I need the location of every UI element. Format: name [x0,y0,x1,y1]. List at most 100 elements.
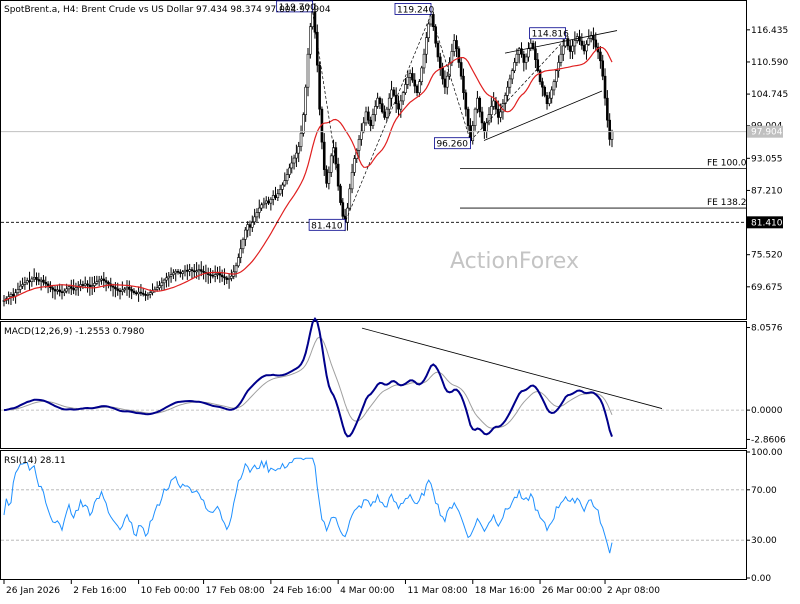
price-bar-body [181,271,184,274]
price-bar-body [517,48,521,55]
price-bar-body [230,275,233,279]
price-bar-body [278,189,282,195]
time-axis-label: 2 Feb 16:00 [73,586,127,596]
price-bar-body [74,287,78,291]
price-bar-body [174,270,178,274]
price-bar-body [192,270,196,273]
price-bar-body [165,277,168,281]
price-bar-body [536,59,540,71]
rsi-axis-label: 70.00 [751,486,777,496]
price-bar-body [571,45,574,52]
price-bar-body [515,53,519,63]
price-bar-body [496,108,500,118]
price-bar-body [302,114,305,134]
price-bar-body [39,279,43,282]
price-bar-body [51,287,55,290]
price-bar-body [411,73,414,81]
macd-layer [1,317,746,438]
price-bar-body [392,89,396,96]
price-bar-body [438,56,442,69]
price-bar-body [327,172,331,184]
price-bar-body [11,294,15,297]
price-bar-body [432,14,435,28]
price-bar-body [608,119,611,140]
price-bar-body [385,108,389,118]
price-bar-body [336,163,340,187]
price-bar-body [369,119,372,126]
price-bar-body [65,288,68,292]
price-bar-body [93,283,96,286]
price-bar-body [415,85,419,93]
price-bar-body [25,280,29,284]
macd-header: MACD(12,26,9) -1.2553 0.7980 [4,327,145,337]
macd-panel-frame [0,321,747,449]
price-bar-body [216,273,219,275]
price-bar-body [443,78,447,88]
price-bar-body [72,288,75,291]
price-bar-body [339,185,342,203]
price-bar-body [100,278,103,281]
price-axis-highlight-box [747,125,783,138]
price-bar-body [269,198,273,204]
price-bar-body [341,202,345,217]
channel-lower-trendline [483,90,603,141]
price-bar-body [118,290,122,292]
price-bar-body [418,81,421,93]
price-bar-body [566,38,570,47]
price-bar-body [281,184,284,190]
price-bar-body [473,108,477,126]
price-bar-body [260,204,263,209]
price-bar-body [457,48,461,63]
fe-level-label: FE 100.0 [707,159,747,169]
price-bar-body [35,277,38,280]
price-bar-body [239,248,243,258]
price-bar-body [202,270,205,273]
price-bar-body [274,195,277,198]
price-bar-body [167,275,171,279]
price-bar-body [325,169,328,184]
price-bar-body [199,269,203,272]
price-bar-body [538,70,542,82]
price-bar-body [559,53,563,63]
price-bar-body [132,290,136,294]
price-bar-body [550,89,553,99]
price-axis-label: 87.210 [751,186,783,196]
price-bar-body [480,111,484,124]
price-bar-body [190,269,194,272]
price-bar-body [459,62,463,77]
time-axis-label: 11 Mar 08:00 [407,586,467,596]
macd-axis-label: -2.8606 [751,435,786,445]
macd-axis-label: 0.0000 [751,406,783,416]
price-bar-body [211,274,215,277]
price-bar-body [557,62,560,71]
price-bar-body [329,155,333,173]
price-bar-body [69,286,73,289]
time-axis-label: 2 Apr 08:00 [607,586,660,596]
price-bar-body [552,81,556,91]
price-bar-body [448,62,451,77]
price-bar-body [179,272,182,274]
price-bar-body [292,157,296,164]
price-bar-body [104,280,108,283]
price-bar-body [508,78,512,88]
price-bar-body [262,202,266,206]
rsi-line [3,457,613,554]
price-bar-body [83,283,87,286]
price-bar-body [23,282,27,285]
watermark: ActionForex [450,249,579,274]
time-axis-label: 24 Feb 16:00 [273,586,332,596]
price-bar-body [53,289,57,292]
price-axis-label: 75.520 [751,251,783,261]
price-bar-body [427,23,430,39]
price-bar-body [568,45,572,52]
price-bar-body [244,229,247,240]
price-axis-label: 69.675 [751,283,783,293]
price-bar-body [283,180,287,186]
rsi-axis-label: 100.00 [751,448,783,458]
price-bar-body [601,60,605,77]
price-bar-body [594,39,598,48]
price-bar-body [237,257,240,267]
price-bar-body [251,221,254,228]
price-bar-body [264,200,268,204]
